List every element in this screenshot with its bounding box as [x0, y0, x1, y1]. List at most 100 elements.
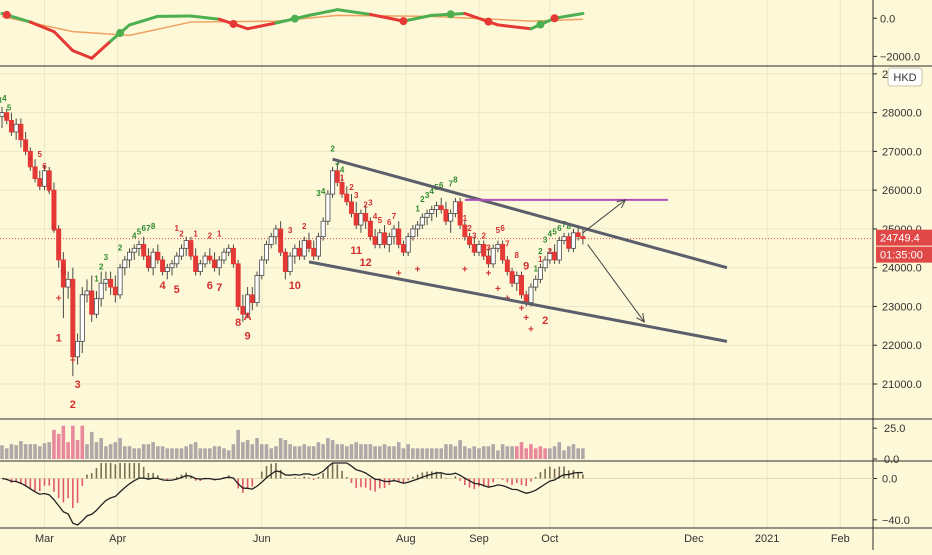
candle-body	[359, 213, 363, 225]
volume-bar	[425, 448, 429, 459]
candle-body	[316, 237, 320, 256]
td-count-major: 12	[360, 257, 372, 269]
td-count-red: 1	[193, 230, 198, 239]
price-tick-label: 27000.0	[882, 146, 922, 158]
td-count-red: 3	[368, 199, 373, 208]
td-count-red: 2	[302, 222, 307, 231]
osc-cross-dot	[3, 11, 11, 19]
x-tick-label: Feb	[831, 533, 850, 545]
candle-body	[151, 252, 155, 268]
volume-bar	[217, 446, 221, 459]
candle-body	[581, 237, 585, 239]
candle-body	[501, 244, 505, 260]
candle-body	[434, 206, 438, 210]
td-count-major: 6	[207, 280, 213, 292]
td-count-red: 3	[486, 243, 491, 252]
volume-bar	[170, 448, 174, 459]
volume-bar	[317, 442, 321, 459]
osc-cross-dot	[447, 10, 455, 18]
candle-body	[444, 210, 448, 222]
volume-bar	[369, 444, 373, 459]
volume-bar	[208, 448, 212, 459]
td-count-green: 5	[7, 104, 12, 113]
volume-bar	[5, 448, 9, 459]
volume-bar	[175, 448, 179, 459]
td-count-green: 8	[151, 222, 156, 231]
volume-pane	[0, 426, 585, 459]
volume-bar	[439, 448, 443, 459]
volume-bar	[354, 442, 358, 459]
volume-bar	[236, 430, 240, 459]
volume-bar	[71, 426, 75, 459]
volume-bar	[33, 444, 37, 459]
osc-segment	[73, 51, 92, 59]
volume-bar	[90, 432, 94, 459]
td-count-major: 9	[523, 261, 529, 273]
countdown-label: 01:35:00	[880, 250, 923, 262]
candle-body	[0, 113, 4, 117]
osc-segment	[191, 16, 219, 19]
td-count-red: 8	[515, 251, 520, 260]
td-count-major: 4	[160, 280, 167, 292]
volume-bar	[548, 448, 552, 459]
candle-body	[430, 210, 434, 214]
osc-segment	[309, 10, 337, 16]
volume-bar	[350, 444, 354, 459]
candle-body	[104, 279, 108, 283]
candle-body	[330, 171, 334, 194]
td-count-red: 1	[217, 230, 222, 239]
volume-bar	[29, 444, 33, 459]
volume-bar	[307, 446, 311, 459]
candle-body	[302, 241, 306, 257]
volume-bar	[85, 444, 89, 459]
currency-badge[interactable]: HKD	[888, 68, 922, 86]
volume-bar	[66, 442, 70, 459]
volume-bar	[180, 448, 184, 459]
candle-body	[160, 260, 164, 272]
td-count-red: 2	[208, 232, 213, 241]
candle-body	[175, 256, 179, 264]
td-count-red: 1	[340, 173, 345, 182]
candle-body	[75, 341, 79, 357]
candle-body	[132, 248, 136, 252]
candle-body	[406, 237, 410, 253]
volume-bar	[19, 441, 23, 459]
candle-body	[260, 260, 264, 276]
td-count-red: 4	[28, 154, 33, 163]
candle-body	[80, 295, 84, 342]
volume-bar	[359, 444, 363, 459]
volume-bar	[458, 440, 462, 459]
price-tick-label: 22000.0	[882, 340, 922, 352]
candle-body	[212, 260, 216, 268]
volume-bar	[76, 440, 80, 459]
volume-bar	[199, 448, 203, 459]
last-price-tag: 24749.4 01:35:00	[876, 230, 932, 263]
td-count-red: 3	[288, 226, 293, 235]
td-count-major: 1	[56, 332, 62, 344]
td-cross-marker: +	[415, 265, 421, 276]
volume-bar	[529, 444, 533, 459]
volume-bar	[543, 448, 547, 459]
candle-body	[557, 241, 561, 260]
candle-body	[472, 244, 476, 252]
candle-body	[208, 256, 212, 260]
volume-bar	[57, 434, 61, 459]
candle-body	[94, 299, 98, 315]
volume-bar	[255, 438, 259, 459]
candle-body	[194, 256, 198, 272]
volume-bar	[123, 446, 127, 459]
volume-bar	[293, 446, 297, 459]
td-count-red: 7	[392, 212, 397, 221]
td-count-major: 3	[75, 379, 81, 391]
volume-bar	[109, 444, 113, 459]
td-count-major: 11	[350, 245, 362, 257]
osc-cross-dot	[551, 14, 559, 22]
volume-bar	[515, 446, 519, 459]
volume-bar	[340, 444, 344, 459]
candle-body	[269, 237, 273, 245]
volume-bar	[435, 448, 439, 459]
candle-body	[416, 225, 420, 229]
